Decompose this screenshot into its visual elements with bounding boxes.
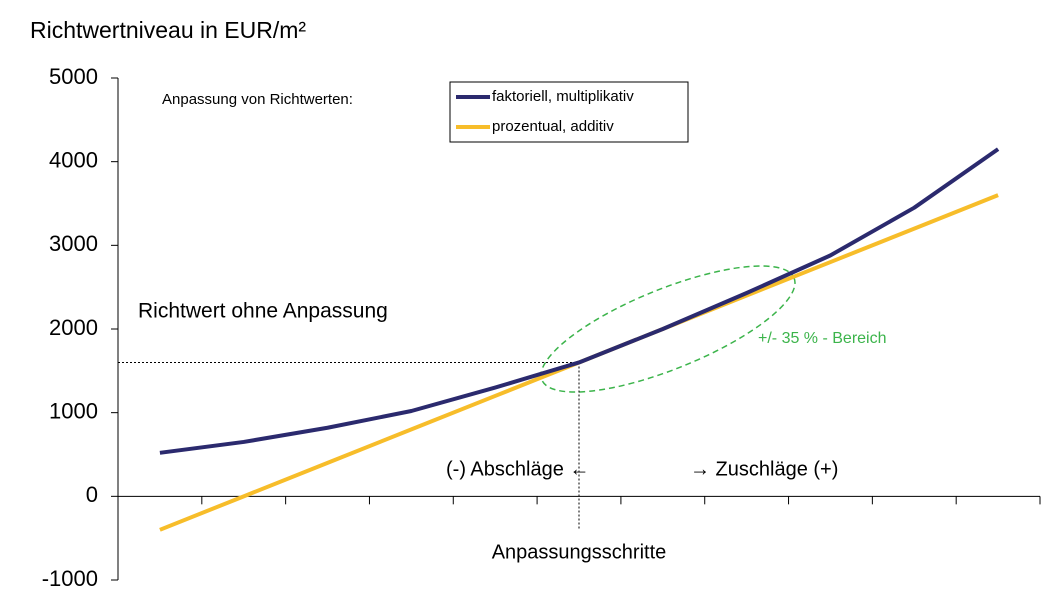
legend-box [449,81,689,143]
y-tick-label: 1000 [49,398,98,423]
y-tick-label: -1000 [42,566,98,589]
series-line [159,147,1000,455]
legend-label: prozentual, additiv [492,118,614,135]
legend-label: faktoriell, multiplikativ [492,88,634,105]
y-tick-label: 5000 [49,64,98,89]
range-label: +/- 35 % - Bereich [758,330,887,347]
x-axis-label: Anpassungsschritte [492,541,667,563]
y-tick-label: 2000 [49,315,98,340]
chart-title: Richtwertniveau in EUR/m² [30,17,306,43]
y-tick-label: 0 [86,482,98,507]
y-tick-label: 4000 [49,147,98,172]
y-tick-label: 3000 [49,231,98,256]
legend-title: Anpassung von Richtwerten: [162,91,353,108]
annotation: (-) Abschläge ← [446,458,589,480]
annotation: → Zuschläge (+) [690,458,838,480]
annotation: Richtwert ohne Anpassung [138,300,388,323]
